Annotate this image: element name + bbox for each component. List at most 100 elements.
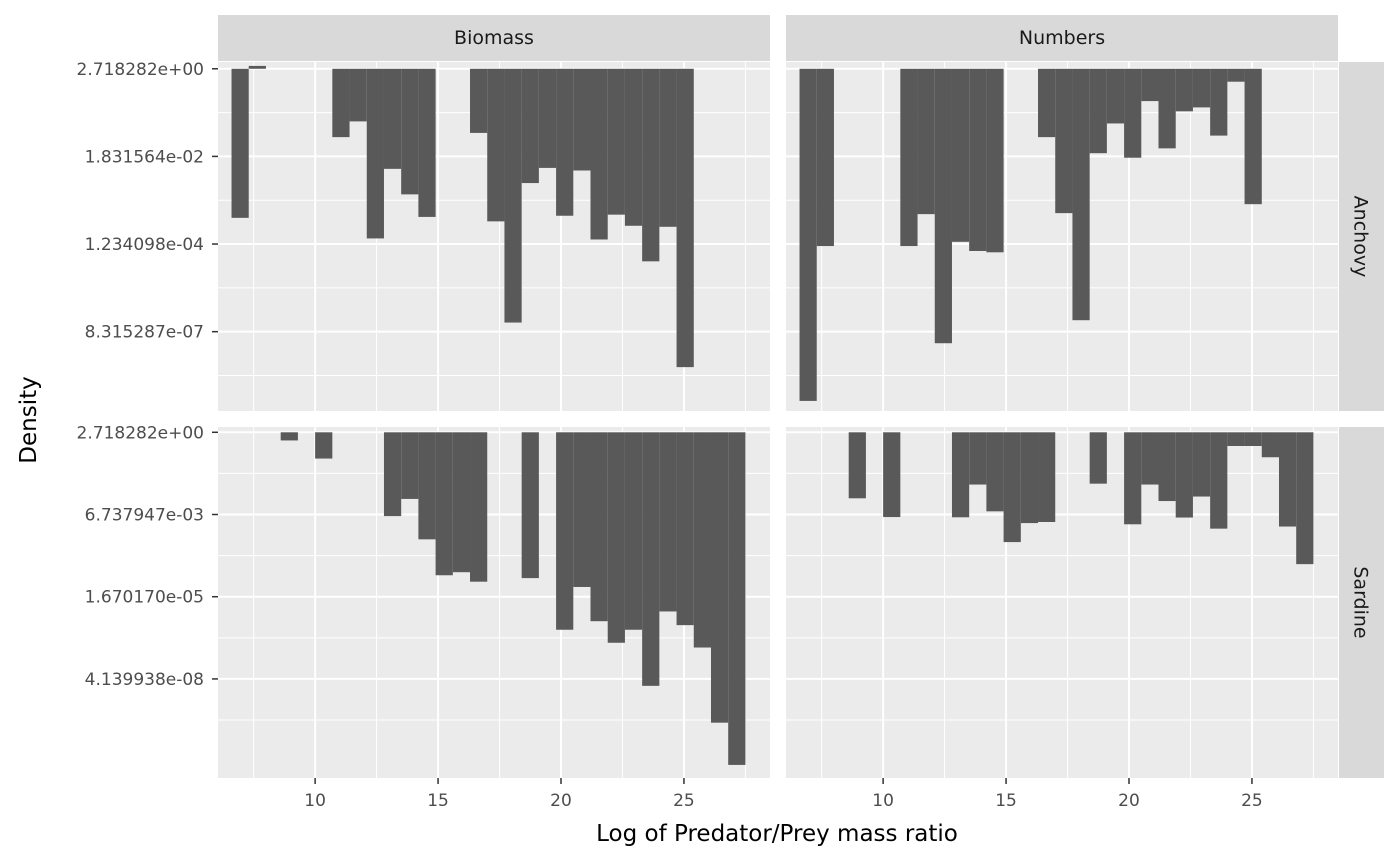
bar-sardine-biomass-13 (624, 432, 643, 630)
bar-sardine-biomass-6 (452, 432, 471, 573)
y-axis-title: Density (16, 376, 42, 463)
bar-anchovy-biomass-2 (332, 68, 350, 138)
panels-layer (218, 62, 1338, 778)
bar-sardine-numbers-2 (951, 432, 970, 518)
bar-sardine-numbers-4 (986, 432, 1004, 512)
bar-sardine-numbers-18 (1278, 432, 1297, 527)
bar-anchovy-biomass-7 (418, 68, 436, 217)
bar-sardine-biomass-18 (710, 432, 729, 723)
bar-sardine-biomass-16 (676, 432, 694, 626)
bar-anchovy-numbers-9 (1055, 68, 1073, 214)
strip-label-numbers: Numbers (1019, 27, 1105, 49)
bar-anchovy-biomass-17 (624, 68, 643, 226)
bar-anchovy-numbers-8 (1038, 68, 1056, 138)
bar-sardine-numbers-5 (1003, 432, 1021, 543)
bar-anchovy-biomass-12 (538, 68, 557, 168)
bar-anchovy-numbers-0 (799, 68, 817, 401)
bar-anchovy-biomass-0 (231, 68, 249, 218)
bar-sardine-biomass-7 (470, 432, 488, 582)
bar-sardine-numbers-11 (1158, 432, 1176, 502)
bar-anchovy-biomass-14 (573, 68, 591, 171)
bar-anchovy-numbers-4 (934, 68, 952, 344)
bar-anchovy-numbers-14 (1141, 68, 1159, 102)
strip-label-biomass: Biomass (454, 27, 534, 49)
bar-anchovy-biomass-10 (504, 68, 522, 323)
bar-sardine-biomass-2 (383, 432, 402, 517)
bar-sardine-biomass-3 (401, 432, 419, 499)
bar-anchovy-numbers-18 (1210, 68, 1228, 136)
bar-sardine-biomass-5 (435, 432, 453, 576)
bar-anchovy-numbers-2 (900, 68, 918, 247)
x-tick-label-numbers-0: 10 (872, 791, 894, 811)
y-tick-label-anchovy-2: 1.234098e-04 (85, 235, 204, 255)
bar-sardine-numbers-7 (1038, 432, 1056, 522)
bar-anchovy-biomass-18 (642, 68, 660, 262)
y-tick-label-anchovy-3: 8.315287e-07 (85, 323, 204, 343)
bar-sardine-numbers-10 (1141, 432, 1159, 485)
strip-label-sardine: Sardine (1350, 566, 1372, 638)
bar-sardine-biomass-14 (642, 432, 660, 686)
bar-sardine-numbers-17 (1261, 432, 1279, 458)
y-tick-label-sardine-2: 1.670170e-05 (85, 588, 204, 608)
bar-anchovy-biomass-3 (349, 68, 367, 122)
bar-anchovy-biomass-6 (401, 68, 419, 195)
y-tick-label-sardine-0: 2.718282e+00 (77, 423, 204, 443)
bar-sardine-biomass-1 (315, 432, 333, 459)
bar-sardine-biomass-12 (607, 432, 625, 643)
x-tick-label-numbers-2: 20 (1118, 791, 1140, 811)
bar-sardine-numbers-14 (1210, 432, 1228, 529)
bar-sardine-numbers-16 (1244, 432, 1262, 446)
bar-sardine-biomass-10 (573, 432, 591, 587)
x-tick-label-biomass-2: 20 (550, 791, 572, 811)
y-tick-label-anchovy-1: 1.831564e-02 (85, 147, 204, 167)
bar-sardine-biomass-17 (693, 432, 711, 648)
x-tick-label-numbers-3: 25 (1241, 791, 1263, 811)
bar-anchovy-numbers-3 (917, 68, 935, 215)
bar-anchovy-numbers-15 (1158, 68, 1176, 149)
bar-sardine-biomass-9 (556, 432, 574, 630)
strip-background-anchovy (1339, 62, 1384, 411)
x-tick-label-biomass-0: 10 (304, 791, 326, 811)
bar-anchovy-biomass-1 (248, 65, 266, 69)
bar-sardine-numbers-0 (848, 432, 866, 499)
y-tick-label-sardine-1: 6.737947e-03 (85, 506, 204, 526)
bar-sardine-biomass-19 (728, 432, 746, 765)
x-tick-label-biomass-1: 15 (427, 791, 449, 811)
y-tick-label-anchovy-0: 2.718282e+00 (77, 60, 204, 80)
bar-anchovy-biomass-4 (366, 68, 384, 239)
bar-anchovy-numbers-6 (969, 68, 987, 251)
bar-anchovy-biomass-19 (659, 68, 677, 227)
bar-anchovy-numbers-13 (1124, 68, 1142, 158)
bar-anchovy-numbers-20 (1244, 68, 1262, 205)
bar-anchovy-biomass-8 (470, 68, 488, 133)
bar-anchovy-biomass-16 (607, 68, 625, 215)
bar-sardine-numbers-13 (1192, 432, 1211, 497)
strip-label-anchovy: Anchovy (1350, 196, 1372, 278)
bar-sardine-biomass-4 (418, 432, 436, 540)
labels-layer: Biomass Numbers Anchovy Sardine 2.718282e+00… (77, 15, 1384, 811)
bar-anchovy-numbers-16 (1175, 68, 1193, 112)
bar-sardine-numbers-6 (1020, 432, 1039, 524)
bar-anchovy-biomass-11 (521, 68, 539, 184)
y-tick-label-sardine-3: 4.139938e-08 (85, 670, 204, 690)
bar-anchovy-numbers-5 (951, 68, 970, 242)
bar-anchovy-numbers-10 (1072, 68, 1090, 321)
x-tick-label-biomass-3: 25 (673, 791, 695, 811)
panel-background-sardine-numbers (786, 427, 1338, 778)
bar-sardine-numbers-9 (1124, 432, 1142, 525)
bar-anchovy-biomass-20 (676, 68, 694, 368)
bar-sardine-biomass-15 (659, 432, 677, 612)
bar-anchovy-biomass-5 (383, 68, 402, 169)
bar-sardine-biomass-11 (590, 432, 608, 622)
bar-sardine-biomass-0 (280, 432, 298, 441)
bar-sardine-numbers-15 (1227, 432, 1245, 446)
strip-background-biomass (218, 15, 770, 61)
bar-anchovy-biomass-9 (487, 68, 505, 222)
bar-anchovy-numbers-17 (1192, 68, 1211, 108)
bar-sardine-numbers-19 (1296, 432, 1314, 565)
bar-sardine-biomass-8 (521, 432, 539, 579)
bar-anchovy-biomass-13 (556, 68, 574, 216)
bar-anchovy-biomass-15 (590, 68, 608, 240)
bar-anchovy-numbers-7 (986, 68, 1004, 253)
bar-sardine-numbers-12 (1175, 432, 1193, 518)
